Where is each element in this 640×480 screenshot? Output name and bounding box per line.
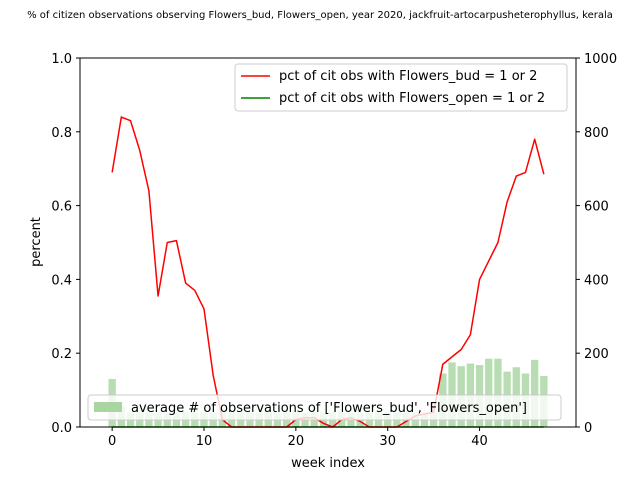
y-tick-label: 0.8 [51, 126, 72, 141]
y-axis-left: 0.0 0.2 0.4 0.6 0.8 1.0 [51, 52, 80, 436]
x-tick-label: 40 [471, 434, 488, 449]
legend-lower: average # of observations of ['Flowers_b… [87, 394, 562, 421]
legend-upper: pct of cit obs with Flowers_bud = 1 or 2… [234, 63, 568, 112]
y-tick-label: 0.0 [51, 421, 72, 436]
series-line-flowers-bud [111, 116, 545, 428]
legend-bar-swatch [94, 402, 122, 412]
chart-title: % of citizen observations observing Flow… [27, 10, 613, 21]
y-tick-label: 0.6 [51, 200, 72, 215]
legend-entry-open: pct of cit obs with Flowers_open = 1 or … [279, 91, 545, 106]
legend-lower-box [87, 394, 562, 421]
y2-tick-label: 600 [584, 200, 609, 215]
y-tick-label: 1.0 [51, 52, 72, 67]
x-tick-label: 10 [196, 434, 213, 449]
x-tick-label: 20 [288, 434, 305, 449]
bar [530, 359, 539, 427]
y2-tick-label: 400 [584, 273, 609, 288]
x-tick-label: 0 [108, 434, 116, 449]
plot-frame [79, 57, 577, 428]
legend-entry-bud: pct of cit obs with Flowers_bud = 1 or 2 [279, 69, 537, 84]
y2-tick-label: 200 [584, 347, 609, 362]
bar [494, 358, 502, 427]
y2-tick-label: 0 [584, 421, 592, 436]
y-tick-label: 0.2 [51, 347, 72, 362]
y2-tick-label: 1000 [584, 52, 617, 67]
y2-tick-label: 800 [584, 126, 609, 141]
y-tick-label: 0.4 [51, 273, 72, 288]
legend-upper-box [234, 63, 568, 112]
x-axis-label: week index [291, 456, 365, 471]
x-tick-label: 30 [379, 434, 396, 449]
x-axis: 0 10 20 30 40 [108, 427, 488, 449]
y-axis-label: percent [29, 217, 44, 267]
y-axis-right: 0 200 400 600 800 1000 [576, 52, 617, 436]
legend-entry-bars: average # of observations of ['Flowers_b… [131, 401, 527, 416]
bar [485, 358, 493, 427]
